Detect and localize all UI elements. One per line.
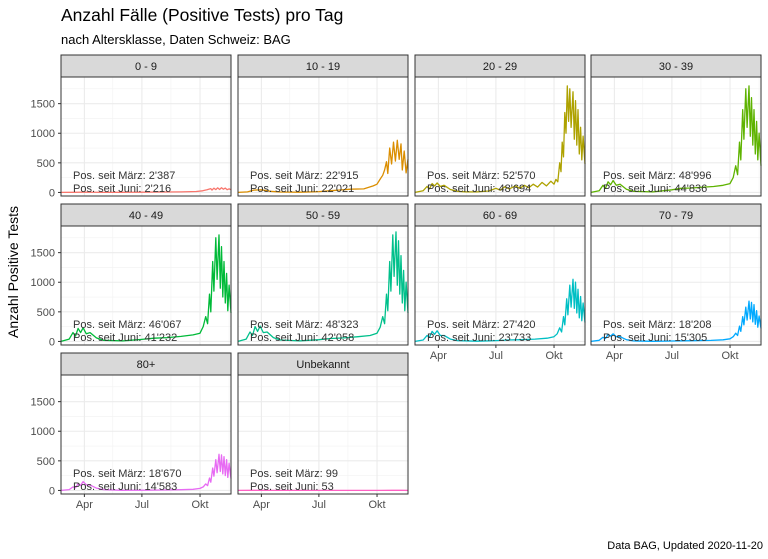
x-tick-label: Apr (253, 499, 270, 511)
panel-border (60, 374, 232, 495)
series-line (60, 453, 232, 492)
panel-border (237, 76, 409, 197)
facet-strip-label: 40 - 49 (129, 210, 163, 222)
series-line (237, 231, 409, 343)
chart-title: Anzahl Fälle (Positive Tests) pro Tag (61, 5, 343, 25)
panel-background (61, 375, 231, 494)
panel-background (238, 77, 408, 196)
y-tick-label: 1000 (31, 426, 55, 438)
x-tick-label: Apr (76, 499, 93, 511)
x-tick-label: Jul (312, 499, 326, 511)
panel-annotation: Pos. seit März: 18'670 (73, 468, 182, 480)
y-tick-label: 1500 (31, 397, 55, 409)
panel-annotation: Pos. seit Juni: 22'021 (250, 183, 354, 195)
panel-annotation: Pos. seit März: 18'208 (603, 319, 712, 331)
facet-strip-label: 50 - 59 (306, 210, 340, 222)
y-tick-label: 500 (37, 158, 55, 170)
x-tick-label: Jul (665, 350, 679, 362)
panel-background (415, 77, 585, 196)
series-line (590, 300, 762, 343)
facet-strip-label: 60 - 69 (483, 210, 517, 222)
panel-background (591, 77, 761, 196)
panel-background (61, 77, 231, 196)
panel-annotation: Pos. seit Juni: 15'305 (603, 332, 707, 344)
panel-annotation: Pos. seit März: 27'420 (427, 319, 536, 331)
panel-border (414, 76, 586, 197)
y-tick-label: 1000 (31, 277, 55, 289)
panel-annotation: Pos. seit März: 48'323 (250, 319, 359, 331)
panel-annotation: Pos. seit Juni: 48'694 (427, 183, 531, 195)
series-line (414, 278, 586, 343)
x-tick-label: Apr (430, 350, 447, 362)
panel-annotation: Pos. seit März: 52'570 (427, 170, 536, 182)
panel-border (237, 374, 409, 495)
panel-annotation: Pos. seit März: 22'915 (250, 170, 359, 182)
panel-annotation: Pos. seit Juni: 41'232 (73, 332, 177, 344)
x-tick-label: Okt (721, 350, 738, 362)
series-line (60, 234, 232, 343)
panel-annotation: Pos. seit März: 46'067 (73, 319, 182, 331)
panel-annotation: Pos. seit Juni: 23'733 (427, 332, 531, 344)
y-tick-label: 0 (49, 336, 55, 348)
panel-border (60, 76, 232, 197)
panel-background (415, 226, 585, 345)
panel-annotation: Pos. seit Juni: 14'583 (73, 481, 177, 493)
y-axis-title: Anzahl Positive Tests (5, 206, 21, 338)
x-tick-label: Okt (368, 499, 385, 511)
panel-annotation: Pos. seit Juni: 2'216 (73, 183, 171, 195)
x-tick-label: Jul (489, 350, 503, 362)
panel-annotation: Pos. seit Juni: 42'058 (250, 332, 354, 344)
series-line (590, 85, 762, 194)
panel-border (237, 225, 409, 346)
panel-border (414, 225, 586, 346)
chart-subtitle: nach Altersklasse, Daten Schweiz: BAG (61, 32, 291, 47)
panel-background (61, 226, 231, 345)
x-tick-label: Okt (191, 499, 208, 511)
panel-annotation: Pos. seit März: 2'387 (73, 170, 175, 182)
y-tick-label: 1500 (31, 248, 55, 260)
facet-strip-label: 70 - 79 (659, 210, 693, 222)
panel-background (238, 375, 408, 494)
y-tick-label: 0 (49, 187, 55, 199)
panel-annotation: Pos. seit Juni: 44'836 (603, 183, 707, 195)
series-line (414, 85, 586, 194)
panel-border (590, 76, 762, 197)
y-tick-label: 0 (49, 485, 55, 497)
series-line (60, 187, 232, 194)
panel-annotation: Pos. seit März: 48'996 (603, 170, 712, 182)
facet-strip-label: Unbekannt (296, 359, 349, 371)
chart-caption: Data BAG, Updated 2020-11-20 (607, 540, 763, 552)
panel-background (238, 226, 408, 345)
panel-annotation: Pos. seit Juni: 53 (250, 481, 334, 493)
x-tick-label: Jul (135, 499, 149, 511)
panel-annotation: Pos. seit März: 99 (250, 468, 338, 480)
y-tick-label: 500 (37, 456, 55, 468)
y-tick-label: 1000 (31, 128, 55, 140)
x-tick-label: Apr (606, 350, 623, 362)
x-tick-label: Okt (545, 350, 562, 362)
facet-strip-label: 20 - 29 (483, 61, 517, 73)
series-line (237, 139, 409, 194)
facet-strip-label: 30 - 39 (659, 61, 693, 73)
panel-border (60, 225, 232, 346)
y-tick-label: 500 (37, 307, 55, 319)
panel-background (591, 226, 761, 345)
facet-strip-label: 80+ (137, 359, 156, 371)
facet-strip-label: 0 - 9 (135, 61, 157, 73)
y-tick-label: 1500 (31, 99, 55, 111)
panel-border (590, 225, 762, 346)
facet-strip-label: 10 - 19 (306, 61, 340, 73)
